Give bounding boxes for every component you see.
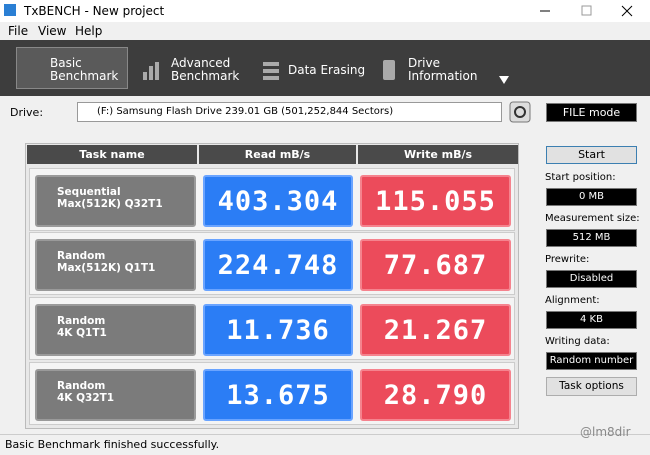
task-cell[interactable] [35,304,196,356]
window-title: TxBENCH - New project [24,4,165,18]
task-label: Max(512K) Q32T1 [57,198,163,210]
tab-icon [383,60,395,80]
menu-item[interactable]: Help [75,24,103,38]
drive-label: Drive: [10,106,44,119]
tab-label: Advanced [171,56,231,70]
write-value: 77.687 [360,239,511,291]
table-header: Task name [27,145,197,164]
read-value: 403.304 [203,175,353,227]
status-text: Basic Benchmark finished successfully. [5,438,220,451]
task-cell[interactable] [35,239,196,291]
read-value: 11.736 [203,304,353,356]
field-value: Disabled [546,270,637,288]
tab-label: Benchmark [171,69,240,83]
tab-icon [143,62,159,80]
read-value: 13.675 [203,369,353,421]
status-bar [0,434,650,455]
app-icon [4,4,16,16]
close-icon[interactable] [621,5,633,17]
task-label: 4K Q1T1 [57,327,107,339]
task-label: Random [57,250,106,262]
field-value: Random number [546,352,637,370]
field-value: 512 MB [546,229,637,247]
task-label: Random [57,315,106,327]
drive-value: (F:) Samsung Flash Drive 239.01 GB (501,… [97,106,394,117]
field-label: Alignment: [545,295,600,306]
field-label: Start position: [545,172,616,183]
file-mode: FILE mode [546,103,637,122]
task-label: Random [57,380,106,392]
tab-label: Drive [408,56,440,70]
title-bar [0,0,650,22]
menu-item[interactable]: View [38,24,67,38]
read-value: 224.748 [203,239,353,291]
field-value: 0 MB [546,188,637,206]
menu-item[interactable]: File [8,24,29,38]
field-label: Writing data: [545,336,610,347]
task-label: Sequential [57,186,121,198]
tab-label: Benchmark [50,69,119,83]
maximize-icon[interactable] [581,5,592,16]
task-cell[interactable] [35,369,196,421]
tab-label: Basic [50,56,82,70]
table-header: Write mB/s [358,145,518,164]
refresh-icon [514,106,526,118]
field-label: Measurement size: [545,213,640,224]
task-label: Max(512K) Q1T1 [57,262,156,274]
start-button[interactable]: Start [546,146,637,164]
field-label: Prewrite: [545,254,590,265]
write-value: 28.790 [360,369,511,421]
tab-more[interactable] [499,76,509,84]
refresh-button[interactable] [509,101,531,123]
write-value: 115.055 [360,175,511,227]
write-value: 21.267 [360,304,511,356]
tab-label: Information [408,69,478,83]
watermark: @lm8dir [580,425,631,439]
tab-icon [263,62,279,80]
tab[interactable] [16,47,128,89]
task-options-button[interactable]: Task options [546,377,637,396]
field-value: 4 KB [546,311,637,329]
table-header: Read mB/s [199,145,356,164]
task-label: 4K Q32T1 [57,392,115,404]
tab-label: Data Erasing [288,63,366,77]
drive-combo[interactable] [77,102,502,122]
task-cell[interactable] [35,175,196,227]
